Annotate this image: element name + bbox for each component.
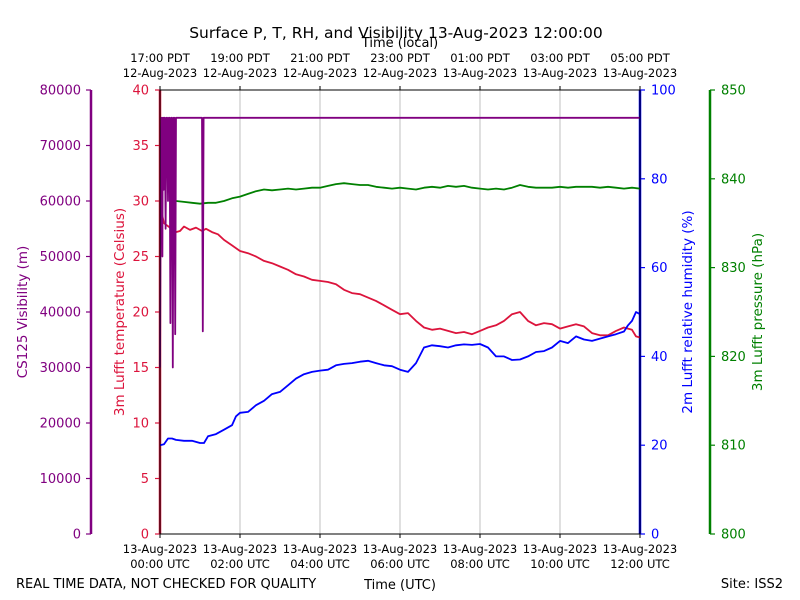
series-group xyxy=(159,116,641,447)
top-tick-label-time: 05:00 PDT xyxy=(610,51,671,65)
visibility-axis-tick-label: 10000 xyxy=(40,472,81,487)
temperature-axis-tick-label: 20 xyxy=(132,306,149,321)
top-tick-label-time: 03:00 PDT xyxy=(530,51,591,65)
pressure-series-line xyxy=(175,182,641,205)
visibility-axis-label: CS125 Visibility (m) xyxy=(15,246,31,379)
pressure-axis-tick-label: 810 xyxy=(721,439,746,454)
humidity-axis-tick-label: 20 xyxy=(651,439,668,454)
vertical-grid xyxy=(239,90,561,534)
x-tick-label-date: 13-Aug-2023 xyxy=(363,542,437,556)
x-tick-label-time: 06:00 UTC xyxy=(370,557,430,571)
visibility-series-line xyxy=(159,116,640,369)
visibility-axis-tick-label: 70000 xyxy=(40,139,81,154)
visibility-axis-tick-label: 20000 xyxy=(40,417,81,432)
top-tick-label-date: 12-Aug-2023 xyxy=(123,66,197,80)
x-tick-label-time: 04:00 UTC xyxy=(290,557,350,571)
temperature-axis-tick-label: 10 xyxy=(132,417,149,432)
top-tick-label-time: 17:00 PDT xyxy=(130,51,191,65)
x-tick-label-time: 02:00 UTC xyxy=(210,557,270,571)
humidity-axis-label: 2m Lufft relative humidity (%) xyxy=(680,210,696,413)
temperature-axis-label: 3m Lufft temperature (Celsius) xyxy=(112,208,128,416)
top-tick-label-time: 23:00 PDT xyxy=(370,51,431,65)
top-tick-label-time: 01:00 PDT xyxy=(450,51,511,65)
bottom-axis-title: Time (UTC) xyxy=(363,578,436,593)
top-tick-label-time: 19:00 PDT xyxy=(210,51,271,65)
x-tick-label-date: 13-Aug-2023 xyxy=(443,542,517,556)
top-tick-label-date: 12-Aug-2023 xyxy=(283,66,357,80)
visibility-axis-tick-label: 60000 xyxy=(40,195,81,210)
humidity-series-line xyxy=(159,311,641,447)
temperature-axis-tick-label: 30 xyxy=(132,195,149,210)
visibility-axis-tick-label: 40000 xyxy=(40,306,81,321)
humidity-axis-tick-label: 0 xyxy=(651,528,659,543)
pressure-axis-tick-label: 840 xyxy=(721,172,746,187)
visibility-axis-tick-label: 80000 xyxy=(40,84,81,99)
x-tick-label-time: 08:00 UTC xyxy=(450,557,510,571)
plot-frame xyxy=(159,89,641,535)
humidity-axis-tick-label: 40 xyxy=(651,350,668,365)
top-tick-label-date: 12-Aug-2023 xyxy=(363,66,437,80)
x-tick-label-date: 13-Aug-2023 xyxy=(123,542,197,556)
temperature-axis-tick-label: 25 xyxy=(132,250,149,265)
visibility-axis-tick-label: 30000 xyxy=(40,361,81,376)
x-tick-label-time: 00:00 UTC xyxy=(130,557,190,571)
pressure-axis-tick-label: 820 xyxy=(721,350,746,365)
temperature-axis-tick-label: 15 xyxy=(132,361,149,376)
top-tick-label-time: 21:00 PDT xyxy=(290,51,351,65)
top-tick-label-date: 13-Aug-2023 xyxy=(523,66,597,80)
pressure-axis-tick-label: 830 xyxy=(721,261,746,276)
pressure-axis-tick-label: 850 xyxy=(721,84,746,99)
x-tick-label-date: 13-Aug-2023 xyxy=(523,542,597,556)
x-tick-label-time: 10:00 UTC xyxy=(530,557,590,571)
x-tick-label-date: 13-Aug-2023 xyxy=(603,542,677,556)
x-tick-label-date: 13-Aug-2023 xyxy=(283,542,357,556)
humidity-axis-tick-label: 80 xyxy=(651,172,668,187)
temperature-axis-tick-label: 35 xyxy=(132,139,149,154)
pressure-axis: 800 810 820 830 840 850 xyxy=(708,84,746,543)
top-tick-label-date: 13-Aug-2023 xyxy=(443,66,517,80)
temperature-axis-tick-label: 0 xyxy=(141,528,149,543)
humidity-axis-tick-label: 60 xyxy=(651,261,668,276)
top-axis-title: Time (local) xyxy=(361,36,438,51)
visibility-axis-tick-label: 50000 xyxy=(40,250,81,265)
quality-note: REAL TIME DATA, NOT CHECKED FOR QUALITY xyxy=(16,577,316,592)
visibility-axis-tick-label: 0 xyxy=(73,528,81,543)
pressure-axis-label: 3m Lufft pressure (hPa) xyxy=(750,233,766,391)
visibility-axis: 0 10000 20000 30000 40000 50000 60000 70000 8000… xyxy=(40,84,93,543)
top-tick-label-date: 12-Aug-2023 xyxy=(203,66,277,80)
chart-title: Surface P, T, RH, and Visibility 13-Aug-… xyxy=(189,24,603,42)
x-tick-label-date: 13-Aug-2023 xyxy=(203,542,277,556)
temperature-axis-tick-label: 40 xyxy=(132,84,149,99)
top-tick-label-date: 13-Aug-2023 xyxy=(603,66,677,80)
humidity-axis-tick-label: 100 xyxy=(651,84,676,99)
x-tick-label-time: 12:00 UTC xyxy=(610,557,670,571)
temperature-axis-tick-label: 5 xyxy=(141,472,149,487)
pressure-axis-tick-label: 800 xyxy=(721,528,746,543)
site-label: Site: ISS2 xyxy=(721,577,783,592)
temperature-series-line xyxy=(159,206,641,339)
